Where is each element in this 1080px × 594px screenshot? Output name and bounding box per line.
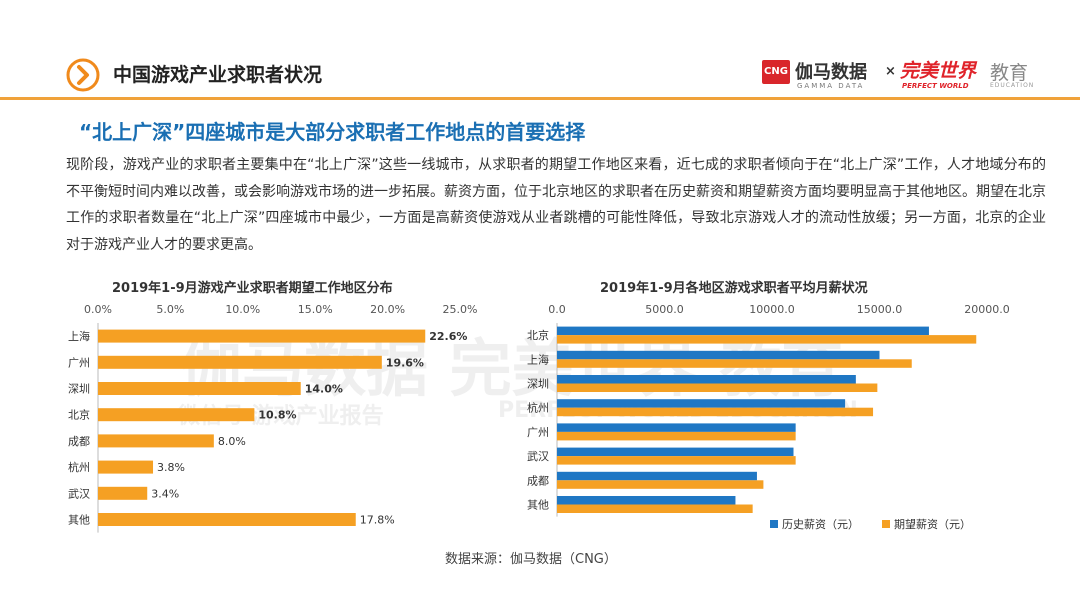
x-tick-label: 0.0	[548, 303, 566, 316]
chart-left-title: 2019年1-9月游戏产业求职者期望工作地区分布	[112, 281, 393, 296]
category-label: 广州	[527, 426, 549, 439]
bar-history	[557, 447, 794, 457]
bar-history	[557, 350, 880, 360]
category-label: 上海	[68, 329, 90, 343]
arrow-circle-icon	[66, 58, 100, 92]
bar-history	[557, 496, 736, 505]
category-label: 其他	[527, 499, 549, 512]
category-label: 其他	[68, 514, 90, 527]
data-source: 数据来源：伽马数据（CNG）	[445, 552, 617, 567]
category-label: 北京	[68, 408, 90, 422]
category-label: 杭州	[527, 401, 549, 415]
category-label: 北京	[527, 328, 549, 342]
bar-expected	[557, 456, 796, 465]
chart-right-title: 2019年1-9月各地区游戏求职者平均月薪状况	[600, 281, 868, 296]
category-label: 上海	[527, 352, 549, 366]
x-tick-label: 5000.0	[645, 303, 684, 316]
legend-swatch	[882, 520, 890, 528]
data-label: 8.0%	[218, 435, 246, 448]
data-label: 10.8%	[258, 409, 296, 422]
bar	[98, 355, 382, 369]
data-label: 3.4%	[151, 487, 179, 500]
category-label: 广州	[68, 356, 90, 369]
category-label: 武汉	[68, 487, 90, 500]
category-label: 武汉	[527, 450, 549, 463]
bar-expected	[557, 431, 796, 441]
page-title: 中国游戏产业求职者状况	[113, 64, 323, 86]
education-logo: 教育	[990, 62, 1029, 84]
gamma-data-logo-sub: GAMMA DATA	[797, 82, 865, 90]
x-tick-label: 20000.0	[964, 303, 1010, 316]
perfect-world-logo: 完美世界	[900, 60, 977, 82]
header-divider	[0, 97, 1080, 100]
bar-history	[557, 399, 846, 408]
chart-right: 0.0 5000.0 10000.0 15000.0 20000.0 北京上海深圳杭州广州…	[527, 303, 1010, 531]
logo-times: ×	[885, 64, 896, 79]
perfect-world-logo-sub: PERFECT WORLD	[902, 82, 969, 90]
bar-history	[557, 423, 796, 432]
bar-history	[557, 326, 929, 336]
bar	[98, 434, 214, 448]
data-label: 19.6%	[386, 356, 424, 369]
data-label: 17.8%	[360, 514, 395, 527]
bar	[98, 513, 356, 526]
header: 中国游戏产业求职者状况 CNG 伽马数据 GAMMA DATA × 完美世界 P…	[0, 0, 1080, 100]
education-logo-sub: EDUCATION	[990, 82, 1035, 89]
chart-left: 0.0% 5.0% 10.0% 15.0% 20.0% 25.0% 上海 22.6% 广州 19.…	[68, 303, 478, 533]
x-tick-label: 25.0%	[443, 303, 478, 316]
bar-expected	[557, 480, 764, 489]
bar-expected	[557, 407, 874, 417]
data-label: 14.0%	[305, 383, 343, 396]
bar	[98, 382, 301, 395]
cng-logo: CNG	[762, 60, 790, 84]
legend-label: 历史薪资（元）	[782, 518, 859, 531]
category-label: 深圳	[68, 383, 90, 396]
data-label: 3.8%	[157, 461, 185, 474]
bar-expected	[557, 359, 912, 368]
summary-paragraph: 现阶段，游戏产业的求职者主要集中在“北上广深”这些一线城市，从求职者的期望工作地…	[66, 157, 1046, 253]
bar-history	[557, 471, 757, 481]
legend-label: 期望薪资（元）	[894, 518, 971, 531]
bar-expected	[557, 383, 878, 392]
x-tick-label: 15000.0	[857, 303, 903, 316]
bar-expected	[557, 335, 977, 344]
bar	[98, 329, 426, 343]
legend-swatch	[770, 520, 778, 528]
x-tick-label: 10000.0	[749, 303, 795, 316]
data-label: 22.6%	[429, 330, 467, 343]
bar	[98, 408, 255, 422]
x-tick-label: 20.0%	[370, 303, 405, 316]
x-tick-label: 15.0%	[298, 303, 333, 316]
x-tick-label: 10.0%	[225, 303, 260, 316]
bar-expected	[557, 504, 753, 513]
category-label: 杭州	[68, 460, 90, 474]
section-subtitle: “北上广深”四座城市是大部分求职者工作地点的首要选择	[79, 120, 586, 144]
x-tick-label: 0.0%	[84, 303, 112, 316]
bar	[98, 460, 154, 474]
x-tick-label: 5.0%	[156, 303, 184, 316]
bar-history	[557, 375, 856, 384]
bar	[98, 486, 148, 500]
category-label: 成都	[68, 435, 90, 448]
category-label: 深圳	[527, 378, 549, 391]
category-label: 成都	[527, 474, 549, 487]
gamma-data-logo: 伽马数据	[795, 62, 867, 83]
